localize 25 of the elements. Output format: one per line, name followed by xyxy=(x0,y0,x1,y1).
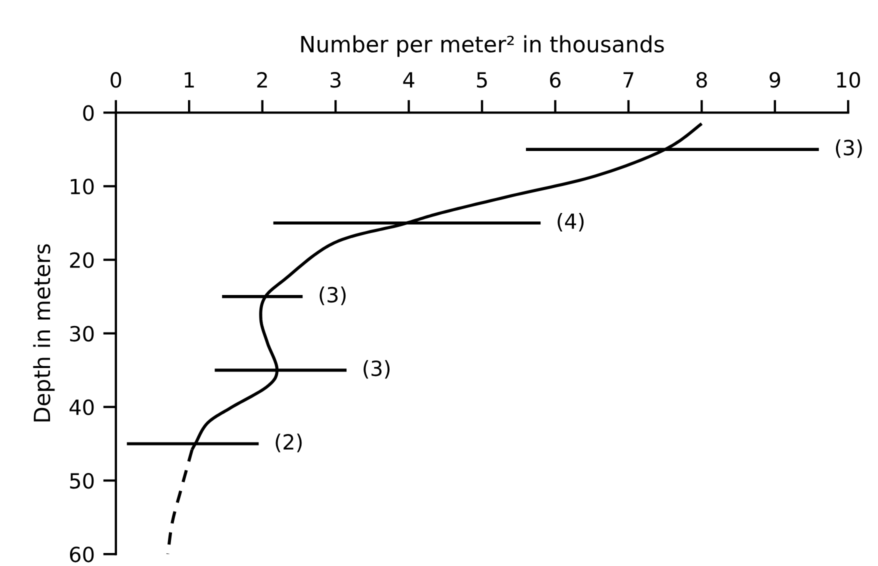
y-tick-label: 20 xyxy=(70,252,94,268)
y-tick-label: 40 xyxy=(70,399,94,416)
x-tick-label: 2 xyxy=(257,72,267,88)
x-tick-label: 3 xyxy=(330,72,341,88)
x-tick-label: 7 xyxy=(624,72,634,88)
x-tick-label: 6 xyxy=(550,72,561,88)
y-tick-label: 30 xyxy=(70,326,94,342)
annotation: (3) xyxy=(836,139,862,158)
x-tick-label: 0 xyxy=(110,72,122,88)
x-tick-label: 1 xyxy=(184,72,194,88)
y-tick-label: 10 xyxy=(70,178,94,194)
y-tick-label: 50 xyxy=(70,472,94,489)
annotation: (4) xyxy=(558,212,584,232)
x-tick-label: 4 xyxy=(403,72,414,88)
x-tick-label: 5 xyxy=(477,72,487,88)
y-tick-label: 60 xyxy=(70,546,94,562)
annotation: (3) xyxy=(320,286,346,306)
x-tick-label: 10 xyxy=(837,72,860,88)
annotation: (3) xyxy=(364,360,390,379)
annotation: (2) xyxy=(276,434,302,452)
x-axis-title: Number per meter² in thousands xyxy=(301,35,664,57)
x-tick-label: 8 xyxy=(696,72,707,88)
x-tick-label: 9 xyxy=(770,72,780,88)
y-tick-label: 0 xyxy=(83,105,94,121)
y-axis-title: Depth in meters xyxy=(33,244,55,422)
